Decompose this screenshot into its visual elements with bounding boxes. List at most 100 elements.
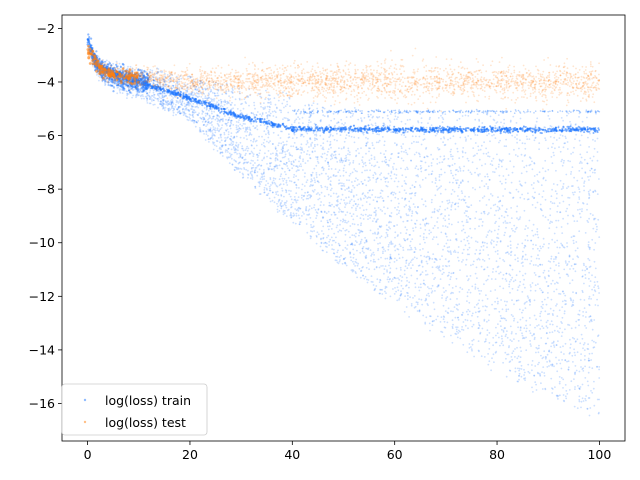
train-point: [96, 74, 98, 76]
train-point: [293, 133, 296, 136]
train-point: [485, 279, 488, 282]
train-point: [377, 258, 380, 261]
train-point: [104, 60, 107, 63]
train-point: [500, 335, 503, 338]
train-point: [424, 161, 427, 164]
train-point: [434, 177, 437, 180]
train-point: [348, 151, 351, 154]
train-point: [522, 265, 524, 267]
train-point: [174, 106, 177, 108]
train-point: [576, 179, 579, 182]
train-point: [221, 155, 224, 157]
train-point: [575, 369, 578, 372]
train-point: [196, 92, 199, 95]
train-point: [498, 174, 501, 177]
train-point: [495, 220, 497, 223]
train-point: [253, 137, 256, 140]
train-point: [400, 147, 403, 150]
train-point: [462, 321, 465, 323]
train-point: [397, 289, 400, 292]
train-point: [371, 253, 373, 256]
train-point: [524, 181, 527, 184]
train-point: [191, 110, 194, 113]
train-point: [383, 176, 385, 179]
train-point: [530, 260, 533, 262]
train-point: [448, 201, 451, 204]
train-point: [212, 117, 215, 120]
train-point: [162, 103, 165, 105]
train-point: [363, 241, 366, 244]
train-point: [586, 116, 588, 119]
train-point: [451, 189, 454, 191]
train-point: [485, 236, 488, 238]
train-point: [275, 193, 278, 196]
train-point: [456, 336, 459, 339]
train-point: [264, 152, 266, 155]
train-point: [212, 126, 215, 128]
train-point: [242, 149, 245, 152]
train-point: [328, 201, 331, 204]
train-point: [526, 258, 529, 261]
train-point: [519, 183, 522, 186]
train-point: [198, 127, 201, 129]
train-point: [338, 208, 341, 211]
train-point: [298, 206, 300, 209]
train-point: [303, 175, 306, 178]
train-point: [285, 189, 288, 192]
train-point: [336, 251, 339, 254]
train-point: [115, 60, 118, 63]
train-point: [273, 181, 276, 184]
train-point: [299, 146, 302, 149]
train-point: [469, 171, 472, 174]
train-point: [362, 192, 365, 195]
train-point: [512, 115, 515, 118]
train-point: [448, 271, 450, 274]
train-point: [521, 334, 524, 337]
train-point: [570, 173, 572, 175]
train-point: [191, 93, 194, 95]
train-point: [189, 117, 192, 120]
train-point: [396, 235, 399, 238]
train-point: [161, 103, 163, 106]
train-point: [301, 183, 304, 186]
train-point: [308, 107, 311, 110]
train-point: [213, 92, 216, 94]
train-point: [393, 293, 396, 295]
train-point: [333, 232, 336, 235]
train-point: [574, 123, 577, 125]
train-point: [295, 214, 298, 217]
train-point: [527, 363, 530, 366]
train-point: [272, 152, 274, 155]
train-point: [458, 198, 461, 201]
train-point: [159, 81, 162, 84]
train-point: [294, 208, 297, 210]
train-point: [396, 209, 398, 211]
train-point: [397, 212, 400, 215]
train-point: [411, 264, 414, 266]
train-point: [485, 183, 488, 185]
train-point: [394, 206, 396, 209]
train-point: [546, 337, 549, 340]
train-point: [268, 98, 270, 101]
train-point: [203, 118, 206, 121]
train-point: [539, 203, 542, 206]
train-point: [389, 113, 392, 115]
train-point: [224, 100, 227, 103]
train-point: [309, 116, 312, 118]
train-point: [468, 196, 470, 198]
train-point: [205, 133, 208, 136]
train-point: [592, 227, 595, 230]
train-point: [344, 233, 347, 236]
train-point: [254, 162, 256, 164]
train-point: [349, 243, 352, 246]
train-point: [474, 227, 476, 230]
train-point: [543, 374, 546, 377]
train-point: [451, 325, 454, 328]
train-point: [245, 152, 247, 155]
train-point: [440, 173, 443, 176]
train-point: [479, 332, 481, 335]
train-point: [351, 270, 354, 273]
train-point: [299, 157, 302, 160]
train-point: [211, 129, 214, 132]
train-point: [548, 349, 551, 352]
